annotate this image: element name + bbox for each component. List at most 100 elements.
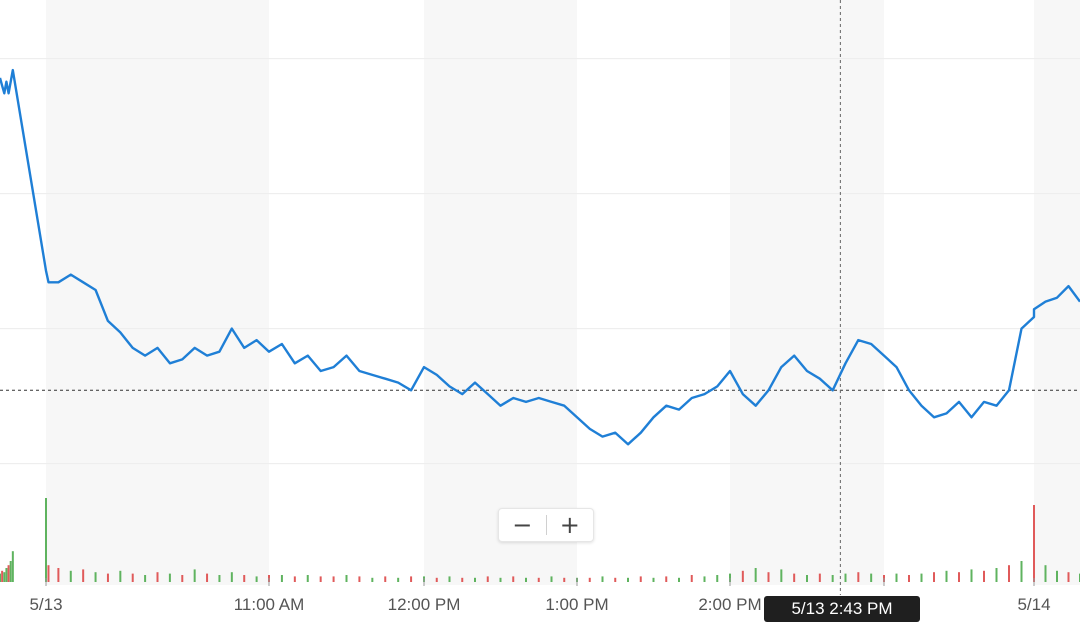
x-tick-label: 5/13 bbox=[29, 595, 62, 614]
x-tick-label: 5/14 bbox=[1017, 595, 1050, 614]
volume-bar bbox=[844, 573, 847, 582]
volume-bar bbox=[94, 572, 97, 582]
volume-bar bbox=[243, 575, 246, 582]
volume-bar bbox=[983, 570, 985, 582]
volume-bar bbox=[754, 568, 757, 582]
volume-bar bbox=[652, 577, 655, 582]
volume-bar bbox=[1067, 572, 1070, 582]
volume-bar bbox=[332, 576, 335, 582]
volume-bar bbox=[9, 561, 12, 582]
volume-bar bbox=[690, 575, 693, 582]
volume-bar bbox=[537, 577, 540, 582]
volume-bar bbox=[499, 577, 502, 582]
volume-bar bbox=[627, 577, 629, 582]
volume-bar bbox=[181, 575, 184, 582]
volume-bar bbox=[206, 573, 209, 582]
volume-bar bbox=[280, 575, 283, 582]
volume-bar bbox=[0, 573, 1, 582]
grid-lines bbox=[0, 58, 1080, 465]
volume-bar bbox=[156, 572, 159, 582]
volume-bar bbox=[11, 551, 14, 582]
volume-bar bbox=[193, 569, 196, 582]
volume-bar bbox=[639, 576, 642, 582]
crosshair-time-label: 5/13 2:43 PM bbox=[764, 596, 920, 622]
volume-bar bbox=[665, 576, 668, 582]
volume-bar bbox=[678, 577, 680, 582]
minus-icon: − bbox=[512, 511, 533, 539]
zoom-out-button[interactable]: − bbox=[499, 509, 546, 541]
volume-bar bbox=[995, 568, 998, 582]
volume-bar bbox=[970, 569, 973, 582]
volume-bar bbox=[1033, 505, 1035, 582]
volume-bar bbox=[525, 577, 527, 582]
volume-bar bbox=[345, 575, 348, 582]
volume-bar bbox=[1056, 570, 1058, 582]
volume-bar bbox=[945, 570, 948, 582]
volume-bar bbox=[306, 575, 309, 582]
price-line bbox=[0, 68, 1080, 446]
volume-bar bbox=[293, 576, 296, 582]
volume-bar bbox=[57, 568, 60, 582]
volume-bar bbox=[106, 573, 109, 582]
volume-bar bbox=[410, 576, 413, 582]
volume-bar bbox=[550, 576, 553, 582]
volume-bar bbox=[857, 572, 860, 582]
volume-bar bbox=[588, 577, 591, 582]
volume-bar bbox=[7, 565, 10, 582]
volume-bar bbox=[255, 576, 258, 582]
volume-bar bbox=[131, 573, 134, 582]
volume-bar bbox=[47, 565, 50, 582]
plus-icon: + bbox=[559, 511, 580, 539]
x-tick-label: 12:00 PM bbox=[388, 595, 461, 614]
time-band bbox=[46, 0, 269, 585]
volume-bar bbox=[1044, 565, 1047, 582]
zoom-divider bbox=[545, 515, 547, 535]
volume-bar bbox=[371, 577, 374, 582]
volume-bar bbox=[512, 576, 515, 582]
volume-bar bbox=[358, 576, 361, 582]
volume-bar bbox=[716, 575, 719, 582]
volume-bar bbox=[1, 570, 4, 582]
volume-bar bbox=[230, 572, 233, 582]
volume-bar bbox=[119, 570, 122, 582]
volume-bar bbox=[3, 572, 6, 582]
zoom-in-button[interactable]: + bbox=[547, 509, 594, 541]
volume-bar bbox=[1020, 561, 1023, 582]
volume-bar bbox=[5, 568, 8, 582]
crosshair-time-text: 5/13 2:43 PM bbox=[791, 599, 893, 618]
volume-bar bbox=[563, 577, 566, 582]
volume-bar bbox=[895, 573, 898, 582]
volume-bar bbox=[144, 575, 147, 582]
volume-bar bbox=[806, 575, 808, 582]
volume-bar bbox=[958, 572, 960, 582]
x-tick-label: 1:00 PM bbox=[545, 595, 608, 614]
volume-bar bbox=[703, 576, 706, 582]
volume-bar bbox=[729, 573, 731, 582]
volume-bar bbox=[933, 572, 935, 582]
volume-bars bbox=[0, 498, 1080, 582]
volume-bar bbox=[1008, 565, 1010, 582]
volume-bar bbox=[69, 570, 72, 582]
volume-bar bbox=[908, 575, 910, 582]
volume-bar bbox=[45, 498, 47, 582]
volume-bar bbox=[614, 577, 617, 582]
volume-bar bbox=[82, 569, 85, 582]
volume-bar bbox=[168, 573, 171, 582]
volume-bar bbox=[793, 573, 796, 582]
time-band bbox=[730, 0, 884, 585]
x-tick-label: 11:00 AM bbox=[234, 595, 305, 614]
volume-bar bbox=[920, 573, 923, 582]
volume-bar bbox=[448, 576, 451, 582]
volume-bar bbox=[474, 577, 476, 582]
volume-bar bbox=[435, 577, 438, 582]
time-band bbox=[424, 0, 577, 585]
volume-bar bbox=[218, 575, 221, 582]
volume-bar bbox=[818, 573, 821, 582]
volume-bar bbox=[461, 577, 464, 582]
volume-bar bbox=[384, 576, 387, 582]
volume-bar bbox=[767, 572, 770, 582]
volume-bar bbox=[870, 573, 873, 582]
volume-bar bbox=[319, 576, 322, 582]
volume-bar bbox=[486, 576, 489, 582]
